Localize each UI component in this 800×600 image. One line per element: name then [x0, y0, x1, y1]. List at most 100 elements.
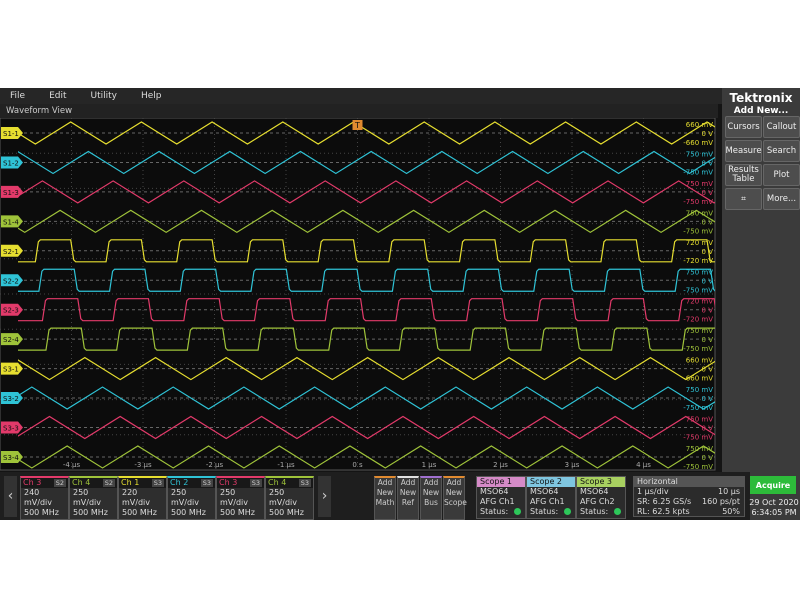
scale-label: 0 V: [702, 248, 714, 256]
panel-button[interactable]: Cursors: [725, 116, 762, 138]
button-label: Cursors: [727, 121, 760, 132]
channel-badge[interactable]: Ch 4 S2 250 mV/div 500 MHz: [69, 476, 118, 520]
badge-header: Ch 3 S2: [21, 478, 68, 488]
trace-badge: [1, 274, 23, 287]
scroll-left[interactable]: ‹: [4, 476, 17, 517]
scope-status: Status:: [577, 507, 625, 517]
scope-badge[interactable]: Scope 1 MSO64 AFG Ch1 Status:: [476, 476, 526, 519]
menu-item[interactable]: Help: [140, 91, 162, 101]
button-line: Bus: [424, 498, 438, 507]
channel-badge[interactable]: Ch 3 S3 250 mV/div 500 MHz: [216, 476, 265, 520]
button-line: Ref: [401, 498, 415, 507]
trace-label: S3-4: [3, 454, 19, 462]
source-tag: S3: [298, 479, 311, 487]
scope-name: Scope 1: [477, 477, 525, 487]
scale-label: -720 mV: [683, 257, 713, 265]
panel-button[interactable]: ⌗: [725, 188, 762, 210]
waveform-trace: [18, 445, 715, 469]
channel-badge[interactable]: Ch 1 S3 220 mV/div 500 MHz: [118, 476, 167, 520]
scale-label: 720 mV: [686, 239, 713, 247]
trace-badge: [1, 333, 23, 346]
menu-item[interactable]: Utility: [90, 91, 117, 101]
time-label: 0 s: [352, 461, 363, 469]
waveform-trace: [18, 180, 715, 204]
scroll-right[interactable]: ›: [318, 476, 331, 517]
scale-label: 0 V: [702, 189, 714, 197]
badge-header: Ch 3 S3: [217, 478, 264, 488]
trace-badge: [1, 450, 23, 463]
date-time: 29 Oct 2020 6:34:05 PM: [748, 496, 800, 520]
trace-label: S3-1: [3, 366, 19, 374]
bandwidth: 500 MHz: [122, 508, 157, 517]
scale-label: 750 mV: [686, 327, 713, 335]
badge-header: Ch 2 S3: [168, 478, 215, 488]
scope-status: Status:: [477, 507, 525, 517]
bandwidth: 500 MHz: [269, 508, 304, 517]
trigger-label: T: [354, 121, 360, 130]
menu-bar: File Edit Utility Help: [0, 88, 722, 104]
trace-label: S3-3: [3, 425, 19, 433]
panel-button[interactable]: Callout: [763, 116, 800, 138]
panel-button[interactable]: Results Table: [725, 164, 762, 186]
menu-item[interactable]: File: [10, 91, 26, 101]
button-line: New: [445, 488, 463, 497]
horizontal-badge[interactable]: Horizontal 1 µs/div 10 µs SR: 6.25 GS/s 160 …: [633, 476, 745, 517]
status-label: Status:: [480, 507, 509, 516]
source-tag: S2: [102, 479, 115, 487]
status-label: Status:: [580, 507, 609, 516]
add-button[interactable]: Add New Scope: [443, 476, 467, 520]
scope-status: Status:: [527, 507, 575, 517]
scale-label: -750 mV: [683, 463, 713, 471]
scale-label: 0 V: [702, 159, 714, 167]
source-tag: S3: [200, 479, 213, 487]
button-line: New: [399, 488, 417, 497]
button-label: Search: [766, 145, 797, 156]
button-line: Add: [446, 478, 462, 487]
scope-badge[interactable]: Scope 3 MSO64 AFG Ch2 Status:: [576, 476, 626, 519]
time: 6:34:05 PM: [751, 508, 797, 517]
status-dot: [514, 508, 522, 515]
button-line: New: [376, 488, 394, 497]
channel-badge[interactable]: Ch 2 S3 250 mV/div 500 MHz: [167, 476, 216, 520]
add-button[interactable]: Add New Ref: [397, 476, 419, 520]
menu-item[interactable]: Edit: [49, 91, 67, 101]
add-button[interactable]: Add New Math: [374, 476, 396, 520]
scale-label: -660 mV: [683, 375, 713, 383]
time-label: -2 µs: [206, 461, 224, 469]
horizontal-value: RL: 62.5 kpts: [637, 507, 690, 516]
trace-badge: [1, 185, 23, 198]
vertical-scale: 220 mV/div: [122, 488, 150, 507]
panel-button[interactable]: Search: [763, 140, 800, 162]
vertical-scale: 250 mV/div: [171, 488, 199, 507]
scope-model: MSO64: [480, 487, 509, 496]
scale-label: -660 mV: [683, 139, 713, 147]
button-line: Scope: [444, 498, 467, 507]
panel-button[interactable]: Plot: [763, 164, 800, 186]
scale-label: 750 mV: [686, 416, 713, 424]
waveform-trace: [18, 327, 715, 351]
badge-header: Ch 1 S3: [119, 478, 166, 488]
waveform-trace: [18, 356, 715, 381]
source-tag: S2: [53, 479, 66, 487]
button-line: Add: [400, 478, 416, 487]
horizontal-value: 50%: [722, 507, 740, 516]
scope-name: Scope 2: [527, 477, 575, 487]
scale-label: -750 mV: [683, 198, 713, 206]
bandwidth: 500 MHz: [171, 508, 206, 517]
acquire-button[interactable]: Acquire: [750, 476, 796, 494]
scale-label: 750 mV: [686, 150, 713, 158]
channel-badge[interactable]: Ch 3 S2 240 mV/div 500 MHz: [20, 476, 69, 520]
panel-button[interactable]: More...: [763, 188, 800, 210]
trace-label: S1-1: [3, 130, 19, 138]
trace-badge: [1, 156, 23, 169]
time-label: -1 µs: [277, 461, 295, 469]
channel-badge[interactable]: Ch 4 S3 250 mV/div 500 MHz: [265, 476, 314, 520]
scale-label: 750 mV: [686, 180, 713, 188]
scale-label: 0 V: [702, 425, 714, 433]
panel-button[interactable]: Measure: [725, 140, 762, 162]
scope-badge[interactable]: Scope 2 MSO64 AFG Ch1 Status:: [526, 476, 576, 519]
badge-header: Ch 4 S2: [70, 478, 117, 488]
add-button[interactable]: Add New Bus: [420, 476, 442, 520]
button-label: Plot: [773, 169, 790, 180]
